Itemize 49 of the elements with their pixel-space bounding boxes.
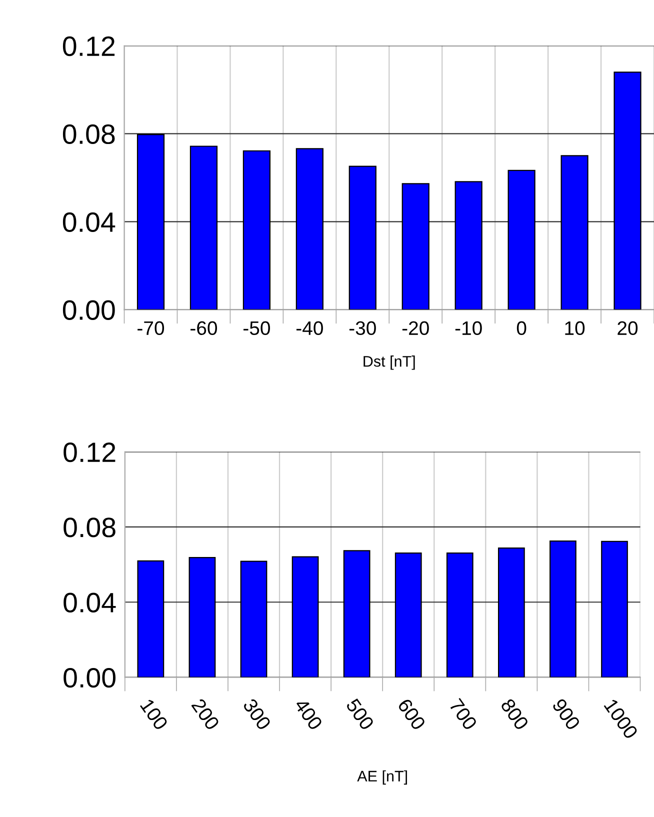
y-tick-label: 0.08 <box>64 518 116 538</box>
bar <box>508 170 536 310</box>
bar <box>292 556 319 678</box>
bar <box>614 72 642 310</box>
bar <box>498 547 525 678</box>
y-tick-label: 0.12 <box>64 442 116 462</box>
x-tick-label: -30 <box>349 321 376 336</box>
bar <box>188 557 216 678</box>
x-tick-label: 800 <box>500 698 530 731</box>
x-tick-label: 600 <box>397 698 426 731</box>
bar <box>402 183 430 310</box>
x-tick-label: 200 <box>191 698 220 731</box>
bar <box>136 134 165 310</box>
x-tick-label: 100 <box>140 698 168 731</box>
bar <box>296 148 324 310</box>
bar <box>601 540 628 678</box>
bar <box>454 181 482 310</box>
bar <box>560 155 588 310</box>
x-tick-label: 300 <box>242 698 272 731</box>
x-tick-label: 20 <box>618 321 638 336</box>
bar <box>446 552 474 678</box>
x-tick-label: -50 <box>244 321 270 336</box>
bar <box>137 560 164 678</box>
bar <box>348 166 376 310</box>
bar <box>343 550 370 678</box>
y-tick-label: 0.00 <box>62 300 115 320</box>
x-tick-label: 500 <box>346 698 375 731</box>
x-axis-title: Dst [nT] <box>364 356 415 370</box>
y-tick-label: 0.04 <box>62 212 116 232</box>
x-tick-label: -70 <box>138 321 164 336</box>
x-tick-label: 0 <box>516 321 526 336</box>
x-tick-label: 700 <box>448 698 478 731</box>
bar <box>242 150 270 310</box>
bar <box>240 560 268 678</box>
y-tick-label: 0.04 <box>64 592 116 612</box>
x-axis-title: AE [nT] <box>357 770 407 785</box>
x-tick-label: 10 <box>565 321 585 336</box>
x-tick-label: -60 <box>190 321 218 336</box>
y-tick-label: 0.00 <box>64 668 116 688</box>
x-tick-label: -20 <box>402 321 429 336</box>
bar <box>550 540 576 678</box>
x-tick-label: 400 <box>294 697 324 731</box>
y-tick-label: 0.12 <box>62 36 115 56</box>
x-tick-label: 900 <box>552 698 581 731</box>
x-tick-label: -40 <box>296 321 323 336</box>
x-tick-label: -10 <box>455 321 482 336</box>
y-tick-label: 0.08 <box>62 124 115 144</box>
bar <box>394 552 422 678</box>
bar <box>190 146 218 310</box>
